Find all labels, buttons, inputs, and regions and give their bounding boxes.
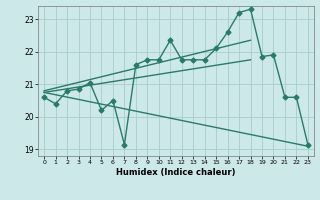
X-axis label: Humidex (Indice chaleur): Humidex (Indice chaleur)	[116, 168, 236, 177]
